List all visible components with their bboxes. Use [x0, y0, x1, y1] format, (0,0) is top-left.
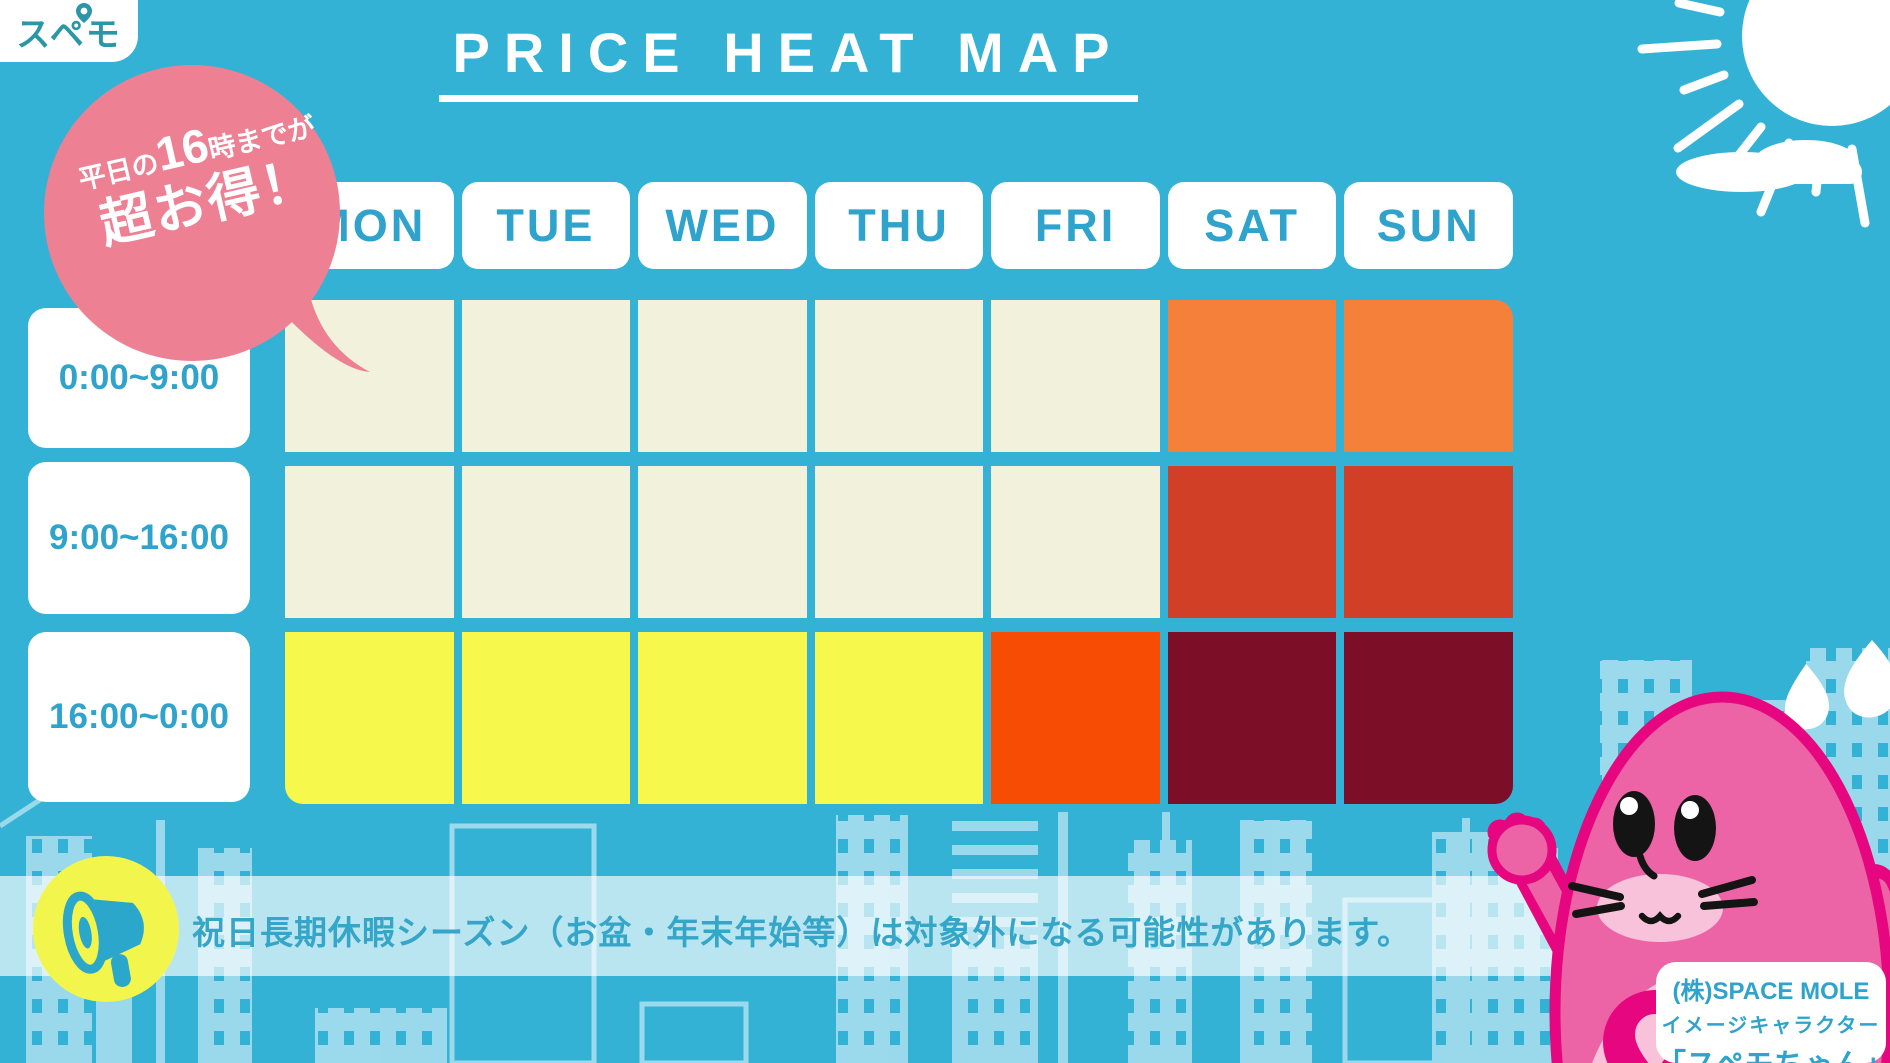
heatmap-cell-thu-row2: [814, 466, 984, 618]
mascot-role: イメージキャラクター: [1661, 1015, 1881, 1037]
day-header-thu: THU: [814, 182, 984, 269]
heatmap-cell-sat-row1: [1167, 300, 1337, 452]
time-row-label-3: 16:00~0:00: [28, 632, 250, 802]
notice-text: 祝日長期休暇シーズン（お盆・年末年始等）は対象外になる可能性があります。: [192, 914, 1412, 951]
mascot-company: (株)SPACE MOLE: [1672, 978, 1870, 1005]
brand-logo-text: スペモ: [16, 15, 122, 54]
heatmap-cell-thu-row1: [814, 300, 984, 452]
brand-logo: スペモ: [0, 0, 138, 62]
heatmap-cell-wed-row3: [638, 632, 807, 804]
mascot-card: (株)SPACE MOLE イメージキャラクター 「スペモちゃん」: [1656, 962, 1890, 1063]
day-header-sun: SUN: [1344, 182, 1513, 269]
day-header-wed: WED: [638, 182, 807, 269]
heatmap-cell-tue-row2: [461, 466, 631, 618]
day-header-sat: SAT: [1167, 182, 1337, 269]
day-header-fri: FRI: [991, 182, 1160, 269]
page-title-wrap: PRICE HEAT MAP: [398, 20, 1178, 102]
heatmap-cell-sat-row3: [1167, 632, 1337, 804]
heatmap-cell-thu-row3: [814, 632, 984, 804]
heatmap-cell-wed-row2: [638, 466, 807, 618]
megaphone-badge: [33, 856, 179, 1002]
day-header-row: MON TUE WED THU FRI SAT SUN: [285, 182, 1513, 269]
heatmap-cell-mon-row2: [285, 466, 454, 618]
location-pin-icon: [76, 3, 92, 23]
megaphone-icon: [62, 891, 144, 987]
heatmap-cell-sun-row2: [1344, 466, 1513, 618]
heatmap-cell-fri-row3: [991, 632, 1160, 804]
heatmap-cell-mon-row3: [285, 632, 454, 804]
heatmap-cell-sun-row3: [1344, 632, 1513, 804]
cloud-icon: [1676, 140, 1862, 192]
mascot-name: 「スペモちゃん」: [1656, 1040, 1890, 1063]
heatmap-cell-fri-row1: [991, 300, 1160, 452]
heatmap-cell-tue-row3: [461, 632, 631, 804]
heatmap-cell-fri-row2: [991, 466, 1160, 618]
heatmap-grid: [285, 300, 1513, 804]
sun-icon: [1637, 0, 1890, 228]
page-title: PRICE HEAT MAP: [438, 20, 1138, 102]
heatmap-cell-sun-row1: [1344, 300, 1513, 452]
heatmap-cell-tue-row1: [461, 300, 631, 452]
day-header-tue: TUE: [461, 182, 631, 269]
time-row-label-2: 9:00~16:00: [28, 462, 250, 614]
heatmap-cell-wed-row1: [638, 300, 807, 452]
promo-bubble: [44, 65, 370, 372]
heatmap-cell-sat-row2: [1167, 466, 1337, 618]
